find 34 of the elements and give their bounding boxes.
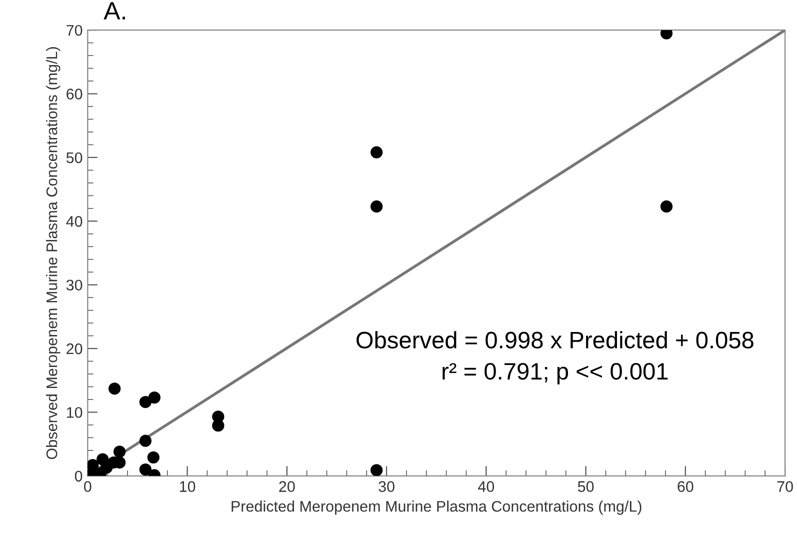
x-tick-label: 10 bbox=[180, 481, 196, 492]
point bbox=[212, 420, 224, 432]
point bbox=[370, 464, 383, 476]
point bbox=[139, 463, 152, 476]
x-tick-label: 60 bbox=[678, 481, 694, 492]
chart-title: A. bbox=[104, 2, 125, 20]
x-tick-label: 50 bbox=[578, 481, 594, 492]
y-axis-title: Observed Meropenem Murine Plasma Concentrations (mg/L) bbox=[46, 47, 60, 460]
point bbox=[108, 382, 121, 395]
x-axis-title: Predicted Meropenem Murine Plasma Concentrations (mg/L) bbox=[232, 500, 642, 515]
y-tick-label: 30 bbox=[66, 280, 82, 291]
y-tick-label: 40 bbox=[66, 216, 82, 227]
x-tick-label: 0 bbox=[84, 481, 92, 492]
point bbox=[660, 200, 673, 213]
x-tick-label: 40 bbox=[478, 481, 494, 492]
y-tick-label: 70 bbox=[66, 24, 82, 36]
x-tick-label: 70 bbox=[777, 481, 793, 492]
x-tick-label: 30 bbox=[378, 481, 394, 492]
x-tick-label: 20 bbox=[279, 481, 295, 492]
point bbox=[148, 391, 160, 404]
y-tick-label: 10 bbox=[66, 407, 82, 418]
annotation: r² = 0.791; p << 0.001 bbox=[442, 362, 668, 384]
y-tick-label: 20 bbox=[66, 343, 82, 354]
point bbox=[139, 396, 152, 408]
point bbox=[139, 434, 152, 447]
point bbox=[370, 200, 383, 213]
y-tick-label: 50 bbox=[66, 152, 82, 164]
point bbox=[88, 458, 99, 472]
point bbox=[147, 451, 160, 464]
y-tick-label: 60 bbox=[66, 88, 82, 100]
annotation: Observed = 0.998 x Predicted + 0.058 bbox=[356, 331, 754, 348]
y-tick-label: 0 bbox=[74, 470, 82, 482]
point bbox=[113, 446, 126, 458]
point bbox=[370, 146, 383, 158]
